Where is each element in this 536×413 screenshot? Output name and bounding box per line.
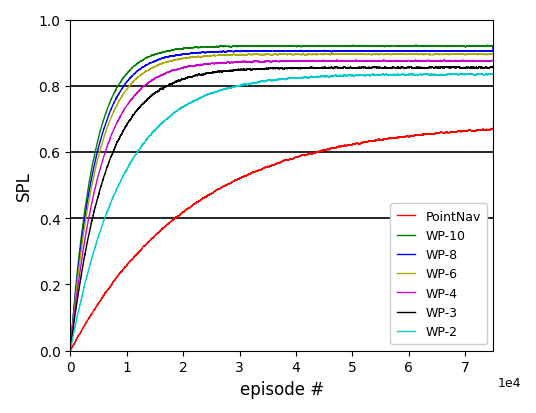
PointNav xyxy=(174,215,180,220)
WP-2 xyxy=(490,73,496,78)
WP-3 xyxy=(198,73,204,78)
WP-10 xyxy=(170,48,177,53)
WP-6 xyxy=(67,349,73,354)
WP-2 xyxy=(471,74,477,78)
WP-4 xyxy=(170,69,177,74)
WP-3 xyxy=(490,64,496,69)
WP-3 xyxy=(471,66,477,71)
Line: WP-4: WP-4 xyxy=(70,61,493,351)
WP-4 xyxy=(381,59,388,64)
Line: WP-10: WP-10 xyxy=(70,46,493,351)
WP-3 xyxy=(174,80,180,85)
Y-axis label: SPL: SPL xyxy=(15,171,33,201)
WP-4 xyxy=(198,63,204,68)
PointNav xyxy=(471,129,477,134)
WP-10 xyxy=(174,47,180,52)
WP-6 xyxy=(471,53,477,58)
PointNav xyxy=(490,126,496,131)
WP-6 xyxy=(174,58,180,63)
WP-8 xyxy=(72,290,79,295)
WP-2 xyxy=(174,109,180,114)
WP-8 xyxy=(67,349,73,354)
PointNav xyxy=(198,198,204,203)
WP-6 xyxy=(322,52,329,57)
WP-4 xyxy=(174,68,180,73)
PointNav xyxy=(67,349,73,354)
Line: PointNav: PointNav xyxy=(70,129,493,351)
WP-10 xyxy=(198,45,204,50)
Line: WP-2: WP-2 xyxy=(70,74,493,351)
WP-4 xyxy=(106,140,112,145)
WP-3 xyxy=(106,161,112,166)
WP-8 xyxy=(198,51,204,56)
WP-2 xyxy=(72,322,79,327)
WP-2 xyxy=(106,206,112,211)
WP-2 xyxy=(170,111,177,116)
WP-6 xyxy=(72,294,79,299)
Text: 1e4: 1e4 xyxy=(497,376,521,389)
WP-6 xyxy=(198,55,204,60)
PointNav xyxy=(170,218,177,223)
Line: WP-3: WP-3 xyxy=(70,67,493,351)
WP-3 xyxy=(67,349,73,354)
WP-10 xyxy=(106,103,112,108)
WP-6 xyxy=(106,122,112,127)
WP-8 xyxy=(170,54,177,59)
WP-2 xyxy=(198,96,204,101)
WP-8 xyxy=(471,49,477,54)
WP-8 xyxy=(174,53,180,58)
WP-4 xyxy=(490,59,496,64)
Legend: PointNav, WP-10, WP-8, WP-6, WP-4, WP-3, WP-2: PointNav, WP-10, WP-8, WP-6, WP-4, WP-3,… xyxy=(390,204,487,344)
WP-4 xyxy=(471,59,477,64)
WP-6 xyxy=(490,53,496,58)
WP-10 xyxy=(490,46,496,51)
WP-4 xyxy=(72,301,79,306)
PointNav xyxy=(490,127,496,132)
WP-10 xyxy=(72,287,79,292)
WP-3 xyxy=(72,309,79,313)
WP-8 xyxy=(106,113,112,118)
WP-8 xyxy=(490,46,496,51)
Line: WP-8: WP-8 xyxy=(70,48,493,351)
WP-6 xyxy=(170,59,177,64)
X-axis label: episode #: episode # xyxy=(240,380,324,398)
PointNav xyxy=(106,287,112,292)
WP-2 xyxy=(478,72,485,77)
WP-4 xyxy=(67,349,73,354)
WP-2 xyxy=(67,349,73,354)
PointNav xyxy=(72,339,79,344)
WP-3 xyxy=(170,81,177,86)
WP-10 xyxy=(471,45,477,50)
WP-10 xyxy=(67,349,73,354)
Line: WP-6: WP-6 xyxy=(70,55,493,351)
WP-10 xyxy=(413,44,419,49)
